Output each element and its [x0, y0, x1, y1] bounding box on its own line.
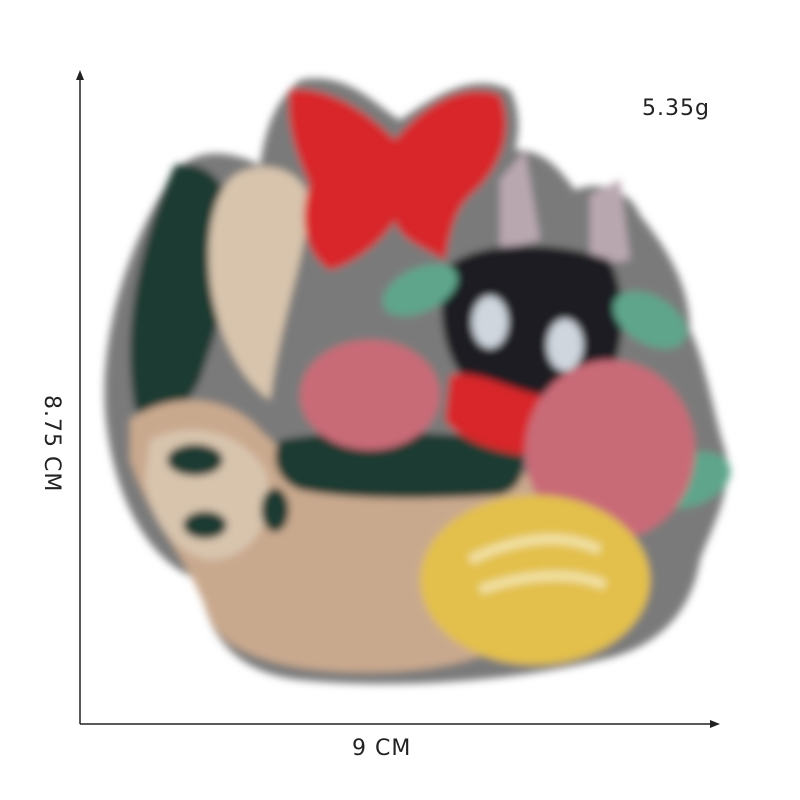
weight-label: 5.35g — [642, 96, 710, 121]
cat-eye-left — [472, 296, 508, 348]
cat-ribbon — [445, 374, 551, 455]
horizontal-axis-arrowhead — [710, 720, 720, 728]
cat-eye-right — [547, 319, 583, 371]
width-label: 9 CM — [352, 736, 412, 761]
leaf-top — [382, 263, 458, 317]
handle-hole-1 — [167, 444, 223, 476]
basket-rim — [275, 432, 524, 499]
pink-flower-right — [525, 360, 695, 540]
red-bow — [289, 89, 506, 271]
pink-flower-left — [300, 340, 440, 450]
handle-hole-3 — [261, 488, 289, 532]
leaf-right-top — [613, 291, 687, 349]
basket-handle — [208, 167, 310, 400]
dark-green-strap — [129, 164, 233, 416]
handle-hole-2 — [183, 511, 227, 539]
cat-ear-left — [500, 150, 540, 250]
vertical-axis-arrowhead — [76, 70, 84, 80]
bread-scoring — [467, 534, 607, 595]
cat-ear-right — [590, 180, 630, 265]
height-label: 8.75 CM — [39, 395, 64, 493]
